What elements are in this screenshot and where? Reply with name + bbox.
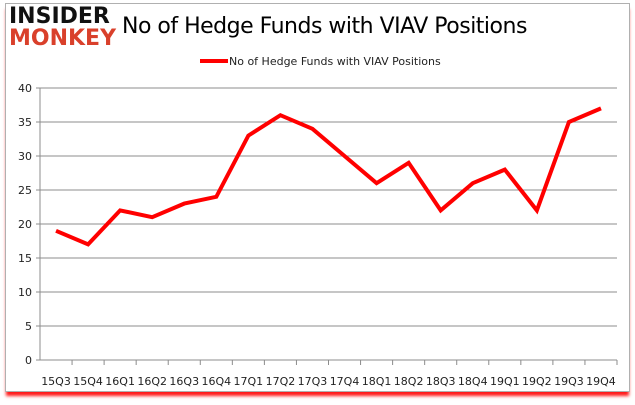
y-tick-label: 35 bbox=[18, 116, 32, 129]
x-tick-label: 18Q1 bbox=[362, 375, 392, 388]
x-tick-label: 16Q4 bbox=[201, 375, 231, 388]
y-tick-label: 0 bbox=[25, 354, 32, 367]
x-tick-label: 19Q2 bbox=[522, 375, 552, 388]
x-tick-label: 18Q3 bbox=[426, 375, 456, 388]
y-tick-label: 40 bbox=[18, 82, 32, 95]
x-tick-label: 16Q1 bbox=[105, 375, 135, 388]
x-tick-label: 15Q3 bbox=[41, 375, 71, 388]
x-tick-label: 16Q2 bbox=[137, 375, 167, 388]
y-tick-label: 30 bbox=[18, 150, 32, 163]
x-tick-label: 19Q4 bbox=[586, 375, 616, 388]
logo-line-2: MONKEY bbox=[9, 26, 117, 51]
y-tick-label: 20 bbox=[18, 218, 32, 231]
chart-title: No of Hedge Funds with VIAV Positions bbox=[122, 14, 527, 39]
x-tick-label: 19Q3 bbox=[554, 375, 584, 388]
x-tick-label: 18Q4 bbox=[458, 375, 488, 388]
x-tick-label: 15Q4 bbox=[73, 375, 103, 388]
x-tick-label: 16Q3 bbox=[169, 375, 199, 388]
insider-monkey-logo: INSIDER MONKEY bbox=[9, 6, 116, 50]
x-tick-label: 17Q2 bbox=[266, 375, 296, 388]
x-tick-label: 18Q2 bbox=[394, 375, 424, 388]
x-tick-label: 17Q4 bbox=[330, 375, 360, 388]
y-tick-label: 15 bbox=[18, 252, 32, 265]
x-tick-label: 17Q1 bbox=[234, 375, 264, 388]
x-tick-label: 19Q1 bbox=[490, 375, 520, 388]
y-tick-label: 10 bbox=[18, 286, 32, 299]
series-line bbox=[55, 106, 602, 247]
y-tick-label: 25 bbox=[18, 184, 32, 197]
x-tick-label: 17Q3 bbox=[298, 375, 328, 388]
y-tick-label: 5 bbox=[25, 320, 32, 333]
legend-label: No of Hedge Funds with VIAV Positions bbox=[229, 55, 441, 68]
logo-line-1: INSIDER bbox=[9, 4, 110, 29]
